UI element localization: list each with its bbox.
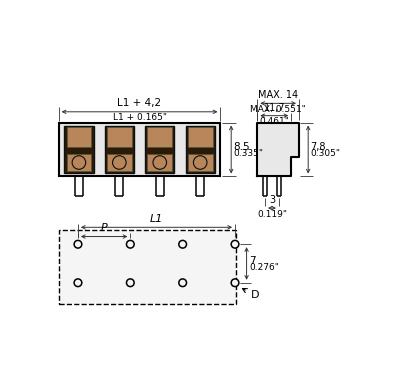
Circle shape: [194, 156, 207, 169]
Circle shape: [126, 279, 134, 287]
Text: D: D: [242, 288, 259, 300]
Text: 8.5: 8.5: [234, 142, 250, 152]
Bar: [107, 127, 132, 147]
Circle shape: [126, 240, 134, 248]
Circle shape: [179, 240, 186, 248]
Circle shape: [154, 157, 165, 168]
Bar: [66, 154, 91, 171]
Circle shape: [74, 157, 84, 168]
Bar: [59, 123, 220, 177]
Circle shape: [153, 156, 166, 169]
Bar: [148, 154, 172, 171]
Text: 7,8: 7,8: [310, 142, 326, 152]
Text: 0.335": 0.335": [234, 149, 264, 158]
Text: L1 + 4,2: L1 + 4,2: [118, 98, 162, 108]
Circle shape: [179, 279, 186, 287]
Text: MAX. 14: MAX. 14: [258, 90, 298, 100]
Circle shape: [231, 279, 239, 287]
Text: 0.276": 0.276": [249, 263, 279, 272]
Bar: [145, 126, 174, 173]
Bar: [148, 127, 172, 147]
Bar: [188, 154, 212, 171]
Text: P: P: [101, 224, 108, 233]
Bar: [107, 154, 132, 171]
Text: 7: 7: [249, 256, 256, 266]
Circle shape: [114, 157, 125, 168]
Circle shape: [74, 279, 82, 287]
Bar: [66, 127, 91, 147]
Text: L1: L1: [150, 214, 163, 224]
Text: MAX. 0.551": MAX. 0.551": [250, 105, 306, 114]
Circle shape: [74, 240, 82, 248]
Text: L1 + 0.165": L1 + 0.165": [112, 113, 166, 122]
Bar: [59, 230, 236, 304]
Bar: [105, 126, 134, 173]
Polygon shape: [257, 123, 299, 177]
Bar: [188, 127, 212, 147]
Bar: [186, 126, 215, 173]
Circle shape: [231, 240, 239, 248]
Circle shape: [72, 156, 86, 169]
Text: 11,7: 11,7: [264, 102, 285, 113]
Circle shape: [113, 156, 126, 169]
Text: 0.461": 0.461": [259, 117, 289, 126]
Text: 0.119": 0.119": [257, 210, 287, 219]
Circle shape: [195, 157, 206, 168]
Text: 3: 3: [269, 195, 275, 205]
Bar: [64, 126, 94, 173]
Text: 0.305": 0.305": [310, 149, 340, 158]
